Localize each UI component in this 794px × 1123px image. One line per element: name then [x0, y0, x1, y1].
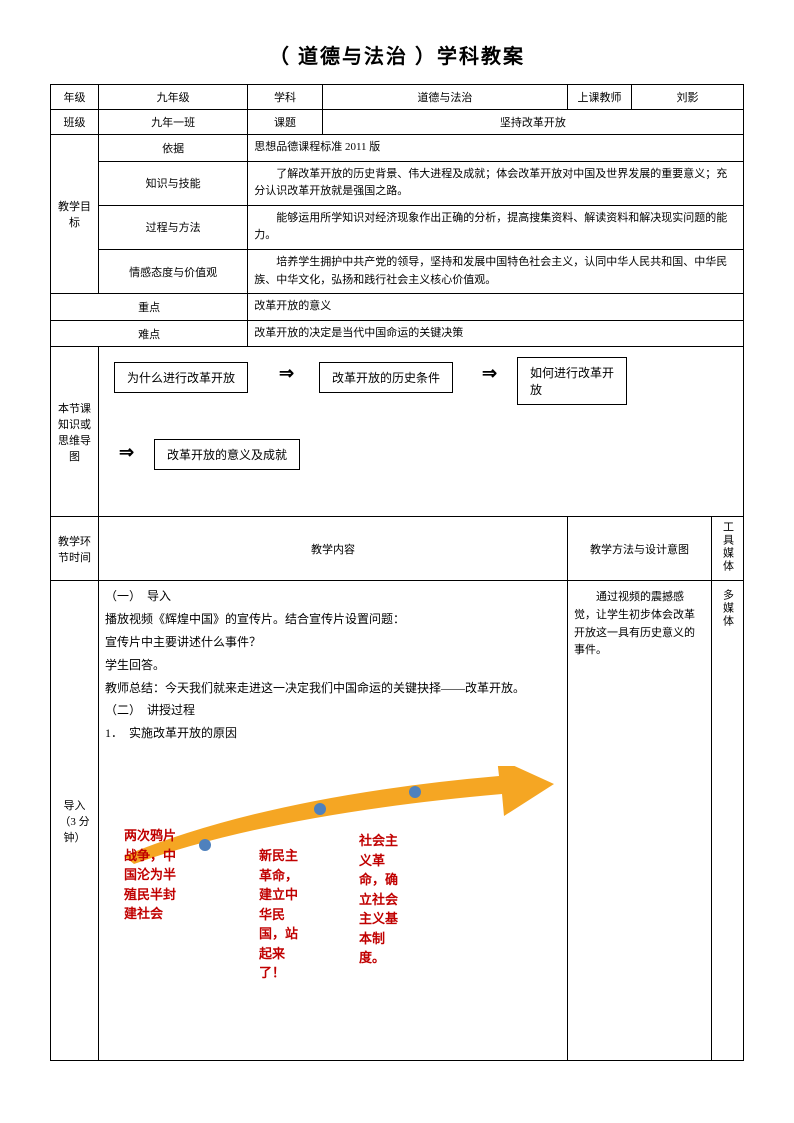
table-row: 导入（3 分钟） （一） 导入 播放视频《辉煌中国》的宣传片。结合宣传片设置问题…	[51, 581, 744, 1061]
arrow-icon: ⇒	[482, 363, 497, 384]
intro-line: 1． 实施改革开放的原因	[105, 722, 561, 745]
method-header: 教学方法与设计意图	[568, 517, 712, 581]
table-row: 难点 改革开放的决定是当代中国命运的关键决策	[51, 320, 744, 347]
diff-value: 改革开放的决定是当代中国命运的关键决策	[248, 320, 744, 347]
table-row: 本节课知识或思维导图 为什么进行改革开放 ⇒ 改革开放的历史条件 ⇒ 如何进行改…	[51, 347, 744, 517]
table-row: 年级 九年级 学科 道德与法治 上课教师 刘影	[51, 85, 744, 110]
process-label: 过程与方法	[98, 205, 247, 249]
page-title: （ 道德与法治 ）学科教案	[50, 40, 744, 69]
title-subject: 道德与法治	[298, 46, 408, 68]
flow-box-3: 如何进行改革开放	[517, 357, 627, 405]
table-row: 教学环节时间 教学内容 教学方法与设计意图 工具媒体	[51, 517, 744, 581]
diff-label: 难点	[51, 320, 248, 347]
knowledge-value: 了解改革开放的历史背景、伟大进程及成就；体会改革开放对中国及世界发展的重要意义；…	[248, 161, 744, 205]
teacher-value: 刘影	[632, 85, 744, 110]
intro-content-cell: （一） 导入 播放视频《辉煌中国》的宣传片。结合宣传片设置问题： 宣传片中主要讲…	[98, 581, 567, 1061]
class-label: 班级	[51, 110, 99, 135]
process-value: 能够运用所学知识对经济现象作出正确的分析，提高搜集资料、解读资料和解决现实问题的…	[248, 205, 744, 249]
key-label: 重点	[51, 294, 248, 321]
intro-line: （二） 讲授过程	[105, 699, 561, 722]
timeline-arrow-icon	[119, 766, 559, 866]
flow-box-2: 改革开放的历史条件	[319, 362, 453, 393]
topic-value: 坚持改革开放	[322, 110, 743, 135]
title-suffix: ）学科教案	[415, 46, 525, 68]
grade-label: 年级	[51, 85, 99, 110]
grade-value: 九年级	[98, 85, 247, 110]
table-row: 情感态度与价值观 培养学生拥护中共产党的领导，坚持和发展中国特色社会主义，认同中…	[51, 249, 744, 293]
basis-label: 依据	[98, 135, 247, 162]
arrow-icon: ⇒	[119, 442, 134, 463]
timeline-label-2: 新民主革命，建立中华民国，站起来了！	[259, 846, 301, 983]
intro-method: 通过视频的震撼感觉，让学生初步体会改革开放这一具有历史意义的事件。	[568, 581, 712, 1061]
table-row: 教学目标 依据 思想品德课程标准 2011 版	[51, 135, 744, 162]
subject-label: 学科	[248, 85, 323, 110]
topic-label: 课题	[248, 110, 323, 135]
teacher-label: 上课教师	[568, 85, 632, 110]
subject-value: 道德与法治	[322, 85, 567, 110]
intro-line: 播放视频《辉煌中国》的宣传片。结合宣传片设置问题：	[105, 608, 561, 631]
key-value: 改革开放的意义	[248, 294, 744, 321]
arrow-icon: ⇒	[279, 363, 294, 384]
table-row: 重点 改革开放的意义	[51, 294, 744, 321]
content-header: 教学内容	[98, 517, 567, 581]
intro-time: 导入（3 分钟）	[51, 581, 99, 1061]
time-header: 教学环节时间	[51, 517, 99, 581]
intro-line: （一） 导入	[105, 585, 561, 608]
table-row: 班级 九年一班 课题 坚持改革开放	[51, 110, 744, 135]
title-prefix: （	[269, 46, 291, 68]
basis-value: 思想品德课程标准 2011 版	[248, 135, 744, 162]
class-value: 九年一班	[98, 110, 247, 135]
intro-line: 教师总结：今天我们就来走进这一决定我们中国命运的关键抉择——改革开放。	[105, 677, 561, 700]
lesson-plan-table: 年级 九年级 学科 道德与法治 上课教师 刘影 班级 九年一班 课题 坚持改革开…	[50, 84, 744, 1061]
table-row: 过程与方法 能够运用所学知识对经济现象作出正确的分析，提高搜集资料、解读资料和解…	[51, 205, 744, 249]
goals-section-label: 教学目标	[51, 135, 99, 294]
flow-box-4: 改革开放的意义及成就	[154, 439, 300, 470]
mindmap-label: 本节课知识或思维导图	[51, 347, 99, 517]
table-row: 知识与技能 了解改革开放的历史背景、伟大进程及成就；体会改革开放对中国及世界发展…	[51, 161, 744, 205]
intro-text: （一） 导入 播放视频《辉煌中国》的宣传片。结合宣传片设置问题： 宣传片中主要讲…	[105, 585, 561, 745]
emotion-value: 培养学生拥护中共产党的领导，坚持和发展中国特色社会主义，认同中华人民共和国、中华…	[248, 249, 744, 293]
timeline-label-1: 两次鸦片战争，中国沦为半殖民半封建社会	[124, 826, 179, 924]
flow-box-1: 为什么进行改革开放	[114, 362, 248, 393]
emotion-label: 情感态度与价值观	[98, 249, 247, 293]
intro-tool: 多媒体	[711, 581, 743, 1061]
tool-header: 工具媒体	[711, 517, 743, 581]
intro-line: 学生回答。	[105, 654, 561, 677]
timeline-label-3: 社会主义革命，确立社会主义基本制度。	[359, 831, 401, 968]
knowledge-label: 知识与技能	[98, 161, 247, 205]
intro-line: 宣传片中主要讲述什么事件？	[105, 631, 561, 654]
mindmap-cell: 为什么进行改革开放 ⇒ 改革开放的历史条件 ⇒ 如何进行改革开放 ⇒ 改革开放的…	[98, 347, 743, 517]
